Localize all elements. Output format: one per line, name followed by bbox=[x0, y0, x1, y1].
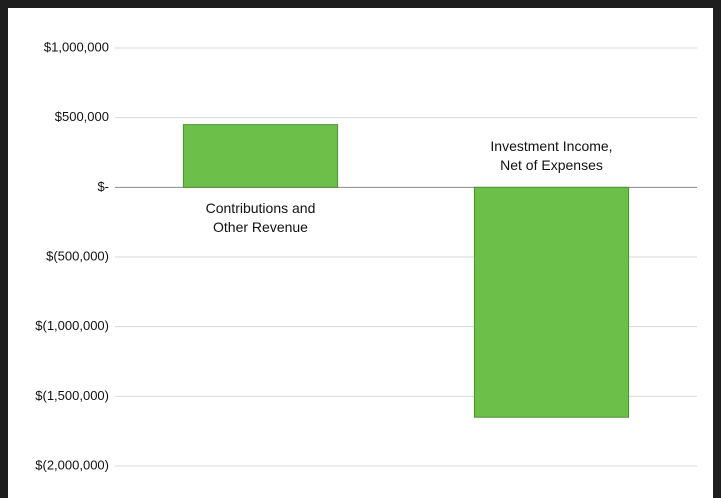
chart-area: $1,000,000 $500,000 $- $(500,000) $(1,000,00… bbox=[8, 8, 713, 498]
bar bbox=[473, 186, 630, 418]
y-tick-label: $500,000 bbox=[55, 109, 109, 124]
y-tick-label: $(2,000,000) bbox=[35, 457, 109, 472]
chart: $1,000,000 $500,000 $- $(500,000) $(1,000,00… bbox=[35, 39, 697, 472]
y-tick-label: $- bbox=[97, 179, 109, 194]
y-tick-label: $(1,000,000) bbox=[35, 318, 109, 333]
bar bbox=[182, 124, 339, 188]
category-label: Investment Income, Net of Expenses bbox=[490, 138, 613, 174]
y-tick-label: $(500,000) bbox=[46, 248, 109, 263]
category-label: Contributions and Other Revenue bbox=[205, 200, 316, 236]
y-tick-label: $1,000,000 bbox=[44, 39, 109, 54]
y-tick-label: $(1,500,000) bbox=[35, 388, 109, 403]
